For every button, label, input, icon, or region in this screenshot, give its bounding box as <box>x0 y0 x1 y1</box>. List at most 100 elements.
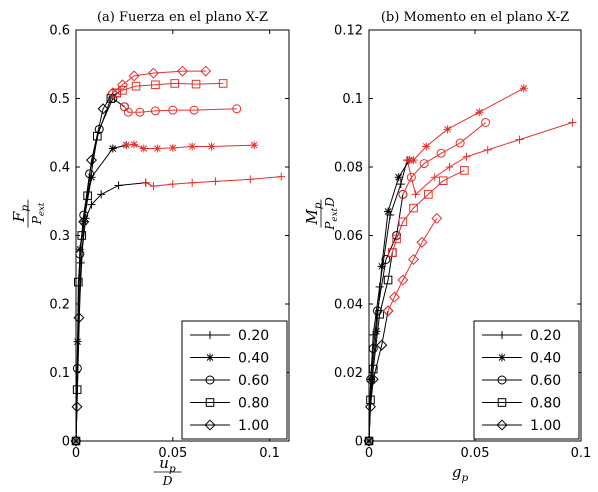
panel-a-data-point-red <box>176 65 189 77</box>
panel-a-data-point-black <box>70 435 82 447</box>
panel-a-data-point-red <box>218 79 228 88</box>
panel-b-data-point-red <box>483 145 492 154</box>
panel-a-xlabel-denominator: D <box>162 474 173 488</box>
panel-b-series-line-red <box>387 218 438 312</box>
panel-b-data-point-red <box>382 305 394 317</box>
panel-b-data-point-black <box>384 207 393 216</box>
panel-a-legend-marker <box>206 331 214 339</box>
panel-a-xtick-label: 0.05 <box>158 446 187 461</box>
panel-a-data-point-black <box>108 144 117 153</box>
panel-a-data-point-red <box>207 142 216 151</box>
panel-a-data-point-black <box>71 401 83 413</box>
panel-b-legend-marker <box>497 375 507 385</box>
panel-a-data-point-red <box>168 143 177 152</box>
panel-a-data-point-black <box>114 181 123 190</box>
panel-b-data-point-black <box>396 180 405 189</box>
panel-a-data-point-red <box>116 79 128 91</box>
panel-a-xtick-label: 0.1 <box>259 446 280 461</box>
panel-b-ytick-label: 0.08 <box>334 161 363 176</box>
panel-a-legend: 0.20 0.40 0.60 0.80 1.00 <box>181 320 288 440</box>
panel-a-data-point-red <box>277 172 286 181</box>
panel-a-xlabel-denominator-symbol: D <box>162 474 173 488</box>
panel-a-data-point-red <box>131 81 141 91</box>
panel-a-ylabel-numerator: Fp <box>10 205 31 223</box>
panel-b-data-point-red <box>431 212 443 224</box>
panel-b-data-point-black <box>383 275 393 285</box>
panel-b-data-point-red <box>443 125 452 134</box>
panel-b-ylabel-denominator: PextD <box>323 197 340 231</box>
panel-a-data-point-red <box>211 177 220 186</box>
panel-b-legend-label: 0.20 <box>530 328 561 344</box>
panel-a-data-point-red <box>139 144 148 153</box>
panel-b-legend-marker <box>497 398 507 407</box>
panel-a-series-0-20 <box>72 172 286 445</box>
panel-b-data-point-black <box>367 373 379 385</box>
panel-a-xlabel: upD <box>153 454 182 488</box>
panel-a: (a) Fuerza en el plano X-Z00.10.20.30.40… <box>10 10 290 488</box>
panel-b-data-point-red <box>408 253 420 265</box>
panel-a-data-point-black <box>87 200 96 209</box>
panel-a-data-point-red <box>135 107 145 117</box>
panel-b-title: (b) Momento en el plano X-Z <box>381 10 569 25</box>
panel-a-data-point-red <box>151 80 160 90</box>
panel-b-legend-marker <box>496 419 508 431</box>
panel-a-data-point-red <box>188 142 197 151</box>
panel-b-data-point-black <box>377 262 386 271</box>
panel-b-legend-marker <box>498 331 506 339</box>
panel-a-data-point-black <box>73 312 85 324</box>
panel-a-xlabel-numerator-subscript: p <box>169 463 176 475</box>
panel-b-data-point-black <box>364 401 376 413</box>
panel-b-data-point-black <box>368 364 378 374</box>
panel-a-data-point-red <box>250 141 259 150</box>
panel-b-ytick-label: 0.02 <box>334 366 363 381</box>
panel-a-legend-label: 0.80 <box>238 396 269 412</box>
panel-b-series-line-red <box>406 121 573 196</box>
panel-a-data-point-black <box>74 277 83 287</box>
panel-a-ytick-label: 0.6 <box>49 24 70 39</box>
panel-a-title: (a) Fuerza en el plano X-Z <box>97 10 268 25</box>
panel-b-data-point-red <box>475 108 484 117</box>
panel-a-legend-label: 0.40 <box>238 351 269 367</box>
panel-b-data-point-red <box>411 190 420 199</box>
panel-a-data-point-red <box>188 178 197 187</box>
panel-b-xlabel-numerator: gp <box>452 463 469 484</box>
panel-a-ytick-label: 0.3 <box>49 229 70 244</box>
panel-a-legend-marker <box>205 375 215 385</box>
panel-a-series-group <box>70 65 286 447</box>
panel-a-series-line-black <box>75 92 118 442</box>
panel-a-series-line-red <box>124 106 237 113</box>
panel-b-data-point-red <box>398 189 408 199</box>
panel-b-series-1-00 <box>363 212 443 447</box>
panel-b-ylabel-numerator-subscript: p <box>312 202 324 209</box>
panel-a-data-point-black <box>78 216 90 228</box>
panel-a-data-point-red <box>168 180 177 189</box>
panel-a-legend-marker <box>204 419 216 431</box>
panel-a-data-point-red <box>107 87 119 99</box>
panel-b-data-point-red <box>515 135 524 144</box>
panel-a-ytick-label: 0.5 <box>49 92 70 107</box>
panel-b-data-point-red <box>398 217 408 227</box>
panel-b-data-point-red <box>397 274 409 286</box>
panel-b-data-point-red <box>416 236 428 248</box>
panel-a-data-point-red <box>200 65 212 77</box>
panel-a-data-point-black <box>76 258 85 267</box>
panel-a-data-point-red <box>150 106 160 116</box>
panel-b-data-point-red <box>568 118 577 127</box>
panel-b-ylabel-denominator-subscript: ext <box>330 208 340 222</box>
panel-b-xtick-label: 0.05 <box>461 446 490 461</box>
panel-b-ytick-label: 0.04 <box>334 298 363 313</box>
panel-b-ytick-label: 0.06 <box>334 229 363 244</box>
panel-b-data-point-red <box>409 156 418 165</box>
panel-a-data-point-red <box>170 79 180 88</box>
panel-b-data-point-black <box>394 173 403 182</box>
panel-b-data-point-red <box>430 173 439 182</box>
panel-a-series-line-red <box>112 70 206 94</box>
panel-a-data-point-red <box>141 178 150 187</box>
panel-b-data-point-red <box>519 84 528 93</box>
panel-a-legend-label: 0.20 <box>238 328 269 344</box>
panel-a-data-point-red <box>118 85 127 95</box>
panel-a-ylabel-denominator-symbol: P <box>30 215 44 225</box>
panel-a-xtick-label: 0 <box>72 446 80 461</box>
